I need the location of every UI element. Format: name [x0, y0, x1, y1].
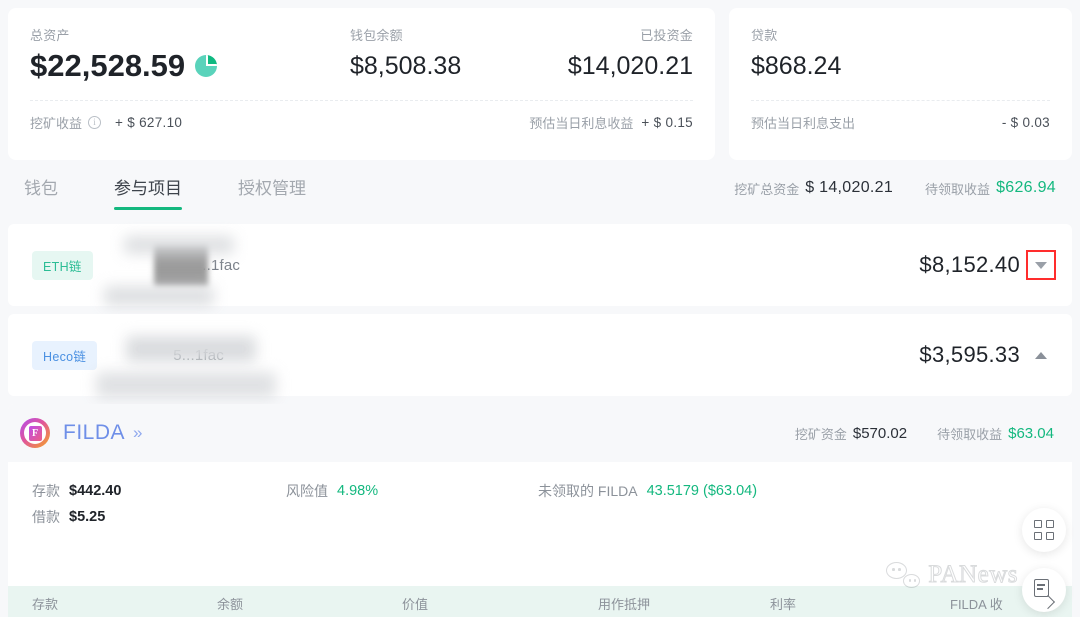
- metric-label: 已投资金: [640, 28, 693, 43]
- metric-label: 总资产: [30, 28, 70, 43]
- tabs-bar: 钱包 参与项目 授权管理 挖矿总资金 $ 14,020.21 待领取收益 $62…: [0, 160, 1080, 218]
- stat-deposit: 存款 $442.40: [32, 478, 1072, 504]
- chain-row-eth[interactable]: ETH链 l205...1fac $8,152.40: [8, 224, 1072, 306]
- stat-borrow: 借款 $5.25: [32, 504, 1072, 530]
- pending-rewards-label: 待领取收益: [925, 181, 991, 197]
- document-edit-icon: [1034, 579, 1055, 610]
- daily-interest-expense-label: 预估当日利息支出: [751, 115, 856, 131]
- mining-fund-label: 挖矿资金: [794, 426, 847, 442]
- chain-row-heco[interactable]: Heco链 5...1fac $3,595.33: [8, 314, 1072, 398]
- pie-chart-icon: [195, 55, 218, 77]
- project-name[interactable]: FILDA: [63, 421, 126, 444]
- address-redaction-soft: [124, 236, 234, 254]
- mining-income-label: 挖矿收益: [30, 115, 83, 131]
- metric-label: 贷款: [751, 28, 778, 43]
- project-pending-value: $63.04: [1008, 424, 1054, 442]
- tabs-list: 钱包 参与项目 授权管理: [24, 160, 362, 218]
- stat-value: 43.5179 ($63.04): [646, 483, 758, 499]
- tab-participating-projects[interactable]: 参与项目: [114, 160, 182, 218]
- project-header-summary: 挖矿资金 $570.02 待领取收益 $63.04: [795, 424, 1054, 443]
- chevron-up-icon[interactable]: [1028, 342, 1054, 368]
- filda-logo-icon: F: [20, 418, 50, 448]
- project-panel-filda: F FILDA » 挖矿资金 $570.02 待领取收益 $63.04 存款 $…: [8, 404, 1072, 586]
- feedback-button[interactable]: [1022, 568, 1066, 612]
- metric-value: $868.24: [751, 52, 842, 80]
- address-redaction-soft-2: [104, 286, 214, 306]
- metric-total-assets: 总资产 $22,528.59: [30, 26, 350, 86]
- tab-authorization-management[interactable]: 授权管理: [238, 179, 306, 198]
- address-redaction-soft: [126, 336, 256, 362]
- metric-value: $8,508.38: [350, 52, 462, 80]
- mining-income-value: + $ 627.10: [115, 114, 183, 130]
- metric-invested: 已投资金 $14,020.21: [550, 26, 693, 86]
- metric-label: 钱包余额: [350, 28, 403, 43]
- stat-label: 借款: [32, 509, 60, 525]
- project-header: F FILDA » 挖矿资金 $570.02 待领取收益 $63.04: [8, 404, 1072, 462]
- qr-code-button[interactable]: [1022, 508, 1066, 552]
- loan-metrics: 贷款 $868.24: [751, 26, 1050, 86]
- stat-value: $5.25: [69, 509, 106, 525]
- chain-badge-eth: ETH链: [32, 250, 93, 280]
- assets-summary-card: 总资产 $22,528.59 钱包余额 $8,508.38 已投资金 $14,0…: [8, 8, 715, 160]
- loan-card-footer: 预估当日利息支出 - $ 0.03: [751, 101, 1050, 143]
- assets-card-footer: 挖矿收益 i + $ 627.10 预估当日利息收益 + $ 0.15: [30, 101, 693, 143]
- project-stats: 存款 $442.40 借款 $5.25 风险值 4.98% 未领取的 FILDA…: [8, 462, 1072, 554]
- tabs-summary: 挖矿总资金 $ 14,020.21 待领取收益 $626.94: [734, 179, 1056, 200]
- metric-value: $14,020.21: [567, 52, 693, 80]
- metric-value: $22,528.59: [30, 46, 350, 86]
- total-assets-amount: $22,528.59: [30, 48, 186, 83]
- double-chevron-right-icon[interactable]: »: [133, 423, 143, 442]
- daily-interest-income-label: 预估当日利息收益: [529, 115, 634, 131]
- chevron-down-icon[interactable]: [1026, 250, 1056, 280]
- loan-summary-card: 贷款 $868.24 预估当日利息支出 - $ 0.03: [729, 8, 1072, 160]
- column-header-deposit: 存款: [32, 596, 59, 612]
- tab-wallet[interactable]: 钱包: [24, 179, 58, 198]
- stat-unclaimed-filda: 未领取的 FILDA 43.5179 ($63.04): [538, 478, 757, 504]
- chain-amount: $8,152.40: [919, 252, 1020, 277]
- card-divider: [751, 100, 1050, 101]
- daily-interest-income-value: + $ 0.15: [641, 114, 693, 130]
- assets-metrics: 总资产 $22,528.59 钱包余额 $8,508.38 已投资金 $14,0…: [30, 26, 693, 86]
- metric-wallet-balance: 钱包余额 $8,508.38: [350, 26, 550, 86]
- project-pending-label: 待领取收益: [937, 426, 1003, 442]
- metric-loan: 贷款 $868.24: [751, 26, 1050, 86]
- stat-label: 未领取的 FILDA: [538, 483, 638, 499]
- chain-amount: $3,595.33: [919, 342, 1020, 367]
- address-redaction-soft-2: [96, 372, 276, 398]
- mining-fund-value: $570.02: [852, 424, 908, 442]
- column-header-filda-reward: FILDA 收: [950, 596, 1003, 612]
- stat-label: 风险值: [286, 483, 328, 499]
- info-icon[interactable]: i: [88, 115, 102, 129]
- stat-label: 存款: [32, 483, 60, 499]
- deposits-table-header: 存款 余额 价值 用作抵押 利率 FILDA 收: [8, 586, 1072, 617]
- column-header-interest-rate: 利率: [770, 596, 797, 612]
- column-header-balance: 余额: [217, 596, 244, 612]
- chain-badge-heco: Heco链: [32, 340, 98, 370]
- card-divider: [30, 100, 693, 101]
- filda-logo-letter: F: [28, 425, 42, 441]
- stat-value: 4.98%: [337, 483, 379, 499]
- column-header-value: 价值: [402, 596, 429, 612]
- mining-total-value: $ 14,020.21: [805, 179, 894, 196]
- stat-risk: 风险值 4.98%: [286, 478, 378, 504]
- daily-interest-expense-value: - $ 0.03: [1001, 114, 1050, 130]
- stat-value: $442.40: [69, 483, 122, 499]
- pending-rewards-value: $626.94: [996, 179, 1056, 196]
- summary-cards-row: 总资产 $22,528.59 钱包余额 $8,508.38 已投资金 $14,0…: [0, 0, 1080, 160]
- mining-income-group: 挖矿收益 i + $ 627.10: [30, 113, 182, 132]
- column-header-collateral: 用作抵押: [598, 596, 651, 612]
- mining-total-label: 挖矿总资金: [734, 181, 800, 197]
- qr-code-icon: [1034, 520, 1054, 540]
